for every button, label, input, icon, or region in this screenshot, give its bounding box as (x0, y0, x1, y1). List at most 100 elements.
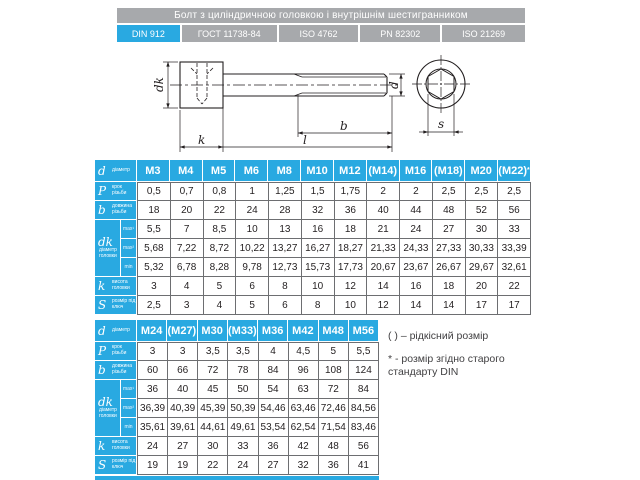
size-header-cell: (M33) (227, 320, 258, 342)
thread-length-cell: 124 (348, 361, 379, 380)
size-header-cell: (M14) (366, 160, 400, 182)
table-row: d діаметр M24 (M27) M30 (M33) M36 M42 M48 M56 (95, 320, 379, 342)
wrench-size-cell: 14 (400, 296, 433, 315)
dk-max1-cell: 33 (498, 220, 531, 239)
wrench-size-cell: 17 (498, 296, 531, 315)
head-height-cell: 6 (236, 277, 269, 296)
sub-label-max1: max¹ (121, 380, 137, 399)
standard-tab-gost[interactable]: ГОСТ 11738-84 (181, 25, 277, 42)
dk-max2-cell: 54,46 (258, 399, 289, 418)
spec-table-m24-m56: d діаметр M24 (M27) M30 (M33) M36 M42 M48 M56 P… (95, 320, 379, 475)
dk-min-cell: 32,61 (498, 258, 531, 277)
dk-min-cell: 83,46 (348, 418, 379, 437)
dk-max2-cell: 13,27 (269, 239, 302, 258)
wrench-size-cell: 17 (465, 296, 499, 315)
dim-label-l: l (303, 133, 307, 147)
size-header-cell: M30 (197, 320, 228, 342)
row-label-dk: dk діаметр головки (95, 380, 121, 437)
dk-max2-cell: 40,39 (168, 399, 199, 418)
thread-length-cell: 78 (228, 361, 259, 380)
dk-max1-cell: 36 (137, 380, 169, 399)
wrench-size-cell: 5 (236, 296, 269, 315)
sub-label-max1: max¹ (121, 220, 137, 239)
wrench-size-cell: 24 (228, 456, 259, 475)
note-rare-size: ( ) – рідкісний розмір (388, 330, 489, 342)
head-height-cell: 33 (228, 437, 259, 456)
page-title: Болт з циліндричною головкою і внутрішні… (174, 10, 468, 21)
dk-max1-cell: 24 (400, 220, 433, 239)
head-height-cell: 16 (400, 277, 433, 296)
pitch-cell: 2 (400, 182, 433, 201)
pitch-cell: 0,8 (203, 182, 237, 201)
thread-length-cell: 22 (203, 201, 237, 220)
table-row: P крок різьби 0,5 0,7 0,8 1 1,25 1,5 1,75 2 2 2,5… (95, 182, 531, 201)
size-header-cell: M36 (258, 320, 289, 342)
dk-max1-cell: 84 (348, 380, 379, 399)
standard-tab-iso4762[interactable]: ISO 4762 (278, 25, 359, 42)
sub-label-min: min (121, 258, 137, 277)
size-header-cell: M4 (169, 160, 203, 182)
thread-length-cell: 44 (400, 201, 433, 220)
row-label-P: P крок різьби (95, 182, 137, 201)
thread-length-cell: 60 (137, 361, 169, 380)
wrench-size-cell: 8 (301, 296, 335, 315)
dk-max1-cell: 8,5 (203, 220, 237, 239)
head-height-cell: 5 (203, 277, 237, 296)
footnotes: ( ) – рідкісний розмір * - розмір згідно… (388, 330, 550, 389)
row-label-P: P крок різьби (95, 342, 137, 361)
dk-max1-cell: 7 (170, 220, 204, 239)
pitch-cell: 4,5 (288, 342, 319, 361)
dk-max2-cell: 84,56 (348, 399, 379, 418)
pitch-cell: 3,5 (228, 342, 259, 361)
thread-length-cell: 40 (367, 201, 400, 220)
head-height-cell: 3 (137, 277, 171, 296)
head-height-cell: 18 (432, 277, 466, 296)
dk-min-cell: 8,28 (203, 258, 237, 277)
standard-tab-din912[interactable]: DIN 912 (117, 25, 180, 42)
table-row: k висота головки 3 4 5 6 8 10 12 14 16 18 20 22 (95, 277, 531, 296)
row-label-b: b довжина різьби (95, 361, 137, 380)
dk-min-cell: 17,73 (334, 258, 368, 277)
table-row: max¹ 5,5 7 8,5 10 13 16 18 21 24 27 30 33 (121, 220, 531, 239)
thread-length-cell: 52 (465, 201, 499, 220)
dk-min-cell: 23,67 (400, 258, 433, 277)
dk-max2-cell: 24,33 (400, 239, 433, 258)
size-header-cell: (M22) * (498, 160, 531, 182)
title-bar: Болт з циліндричною головкою і внутрішні… (117, 8, 525, 23)
pitch-cell: 2 (367, 182, 400, 201)
standard-tab-pn82302[interactable]: PN 82302 (360, 25, 441, 42)
size-header-cell: M16 (399, 160, 433, 182)
row-label-k: k висота головки (95, 277, 137, 296)
head-height-cell: 36 (258, 437, 289, 456)
dk-max1-cell: 10 (236, 220, 269, 239)
pitch-cell: 0,7 (170, 182, 204, 201)
dk-min-cell: 20,67 (367, 258, 400, 277)
dk-row-group: dk діаметр головки max¹ 5,5 7 8,5 10 13 16 18 2… (95, 220, 531, 277)
thread-length-cell: 28 (269, 201, 302, 220)
thread-length-cell: 48 (432, 201, 466, 220)
row-label-d: d діаметр (95, 320, 137, 342)
dk-max2-cell: 5,68 (137, 239, 171, 258)
thread-length-cell: 18 (137, 201, 171, 220)
pitch-cell: 2,5 (432, 182, 466, 201)
dk-min-cell: 9,78 (236, 258, 269, 277)
wrench-size-cell: 14 (432, 296, 466, 315)
row-label-d: d діаметр (95, 160, 137, 182)
dim-label-s: s (438, 117, 444, 131)
thread-length-cell: 32 (301, 201, 335, 220)
dk-max2-cell: 18,27 (334, 239, 368, 258)
dk-min-cell: 5,32 (137, 258, 171, 277)
sub-label-max2: max² (121, 399, 137, 418)
dk-max1-cell: 63 (288, 380, 319, 399)
dimension-lines (163, 61, 405, 152)
wrench-size-cell: 19 (168, 456, 199, 475)
wrench-size-cell: 10 (334, 296, 368, 315)
size-header-cell: M10 (301, 160, 334, 182)
size-header-cell: M6 (235, 160, 269, 182)
standard-tab-iso21269[interactable]: ISO 21269 (442, 25, 525, 42)
table-row: k висота головки 24 27 30 33 36 42 48 56 (95, 437, 379, 456)
wrench-size-cell: 4 (203, 296, 237, 315)
pitch-cell: 0,5 (137, 182, 171, 201)
pitch-cell: 2,5 (465, 182, 499, 201)
dk-max1-cell: 30 (465, 220, 499, 239)
